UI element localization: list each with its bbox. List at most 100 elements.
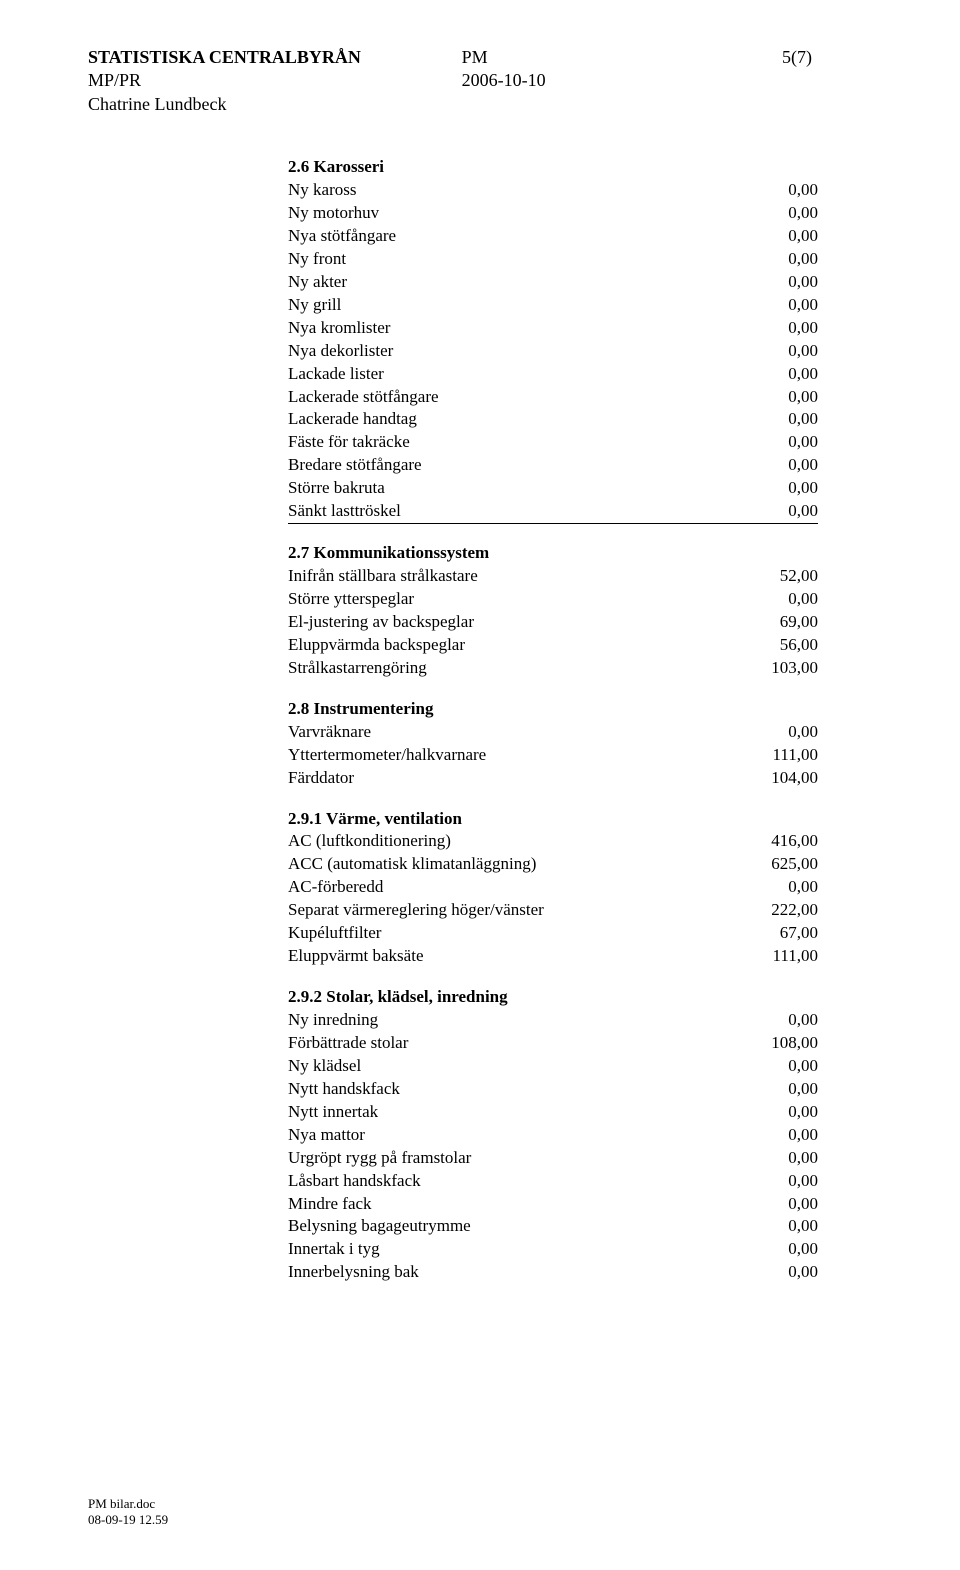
row-label: Kupéluftfilter	[288, 922, 670, 945]
document-header: STATISTISKA CENTRALBYRÅN MP/PR Chatrine …	[88, 46, 872, 116]
row-value: 222,00	[670, 899, 818, 922]
row-label: ACC (automatisk klimatanläggning)	[288, 853, 670, 876]
org-name: STATISTISKA CENTRALBYRÅN	[88, 46, 402, 69]
table-row: Nya mattor0,00	[288, 1124, 818, 1147]
row-label: Fäste för takräcke	[288, 431, 670, 454]
table-row: Ny kaross0,00	[288, 179, 818, 202]
row-label: Yttertermometer/halkvarnare	[288, 744, 670, 767]
row-label: Mindre fack	[288, 1193, 670, 1216]
table-row: Nytt innertak0,00	[288, 1101, 818, 1124]
row-label: Större ytterspeglar	[288, 588, 670, 611]
row-label: Varvräknare	[288, 721, 670, 744]
table-row: Eluppvärmt baksäte111,00	[288, 945, 818, 968]
row-value: 0,00	[670, 588, 818, 611]
header-right: 5(7)	[637, 46, 872, 116]
table-row: Strålkastarrengöring103,00	[288, 657, 818, 680]
footer-timestamp: 08-09-19 12.59	[88, 1512, 168, 1528]
section-title: 2.7 Kommunikationssystem	[288, 542, 818, 565]
row-value: 0,00	[670, 1193, 818, 1216]
row-value: 0,00	[670, 1009, 818, 1032]
row-value: 0,00	[670, 1101, 818, 1124]
table-row: El-justering av backspeglar69,00	[288, 611, 818, 634]
row-label: Ny kaross	[288, 179, 670, 202]
row-label: AC (luftkonditionering)	[288, 830, 670, 853]
section-title: 2.8 Instrumentering	[288, 698, 818, 721]
row-value: 111,00	[670, 945, 818, 968]
row-value: 52,00	[670, 565, 818, 588]
row-value: 0,00	[670, 363, 818, 386]
row-label: Urgröpt rygg på framstolar	[288, 1147, 670, 1170]
data-table: Ny kaross0,00Ny motorhuv0,00Nya stötfång…	[288, 179, 818, 524]
row-label: Lackerade stötfångare	[288, 386, 670, 409]
row-value: 0,00	[670, 1215, 818, 1238]
dept-name: MP/PR	[88, 69, 402, 92]
table-row: Varvräknare0,00	[288, 721, 818, 744]
row-value: 0,00	[670, 317, 818, 340]
row-value: 111,00	[670, 744, 818, 767]
footer-filename: PM bilar.doc	[88, 1496, 168, 1512]
row-label: Ny motorhuv	[288, 202, 670, 225]
document-footer: PM bilar.doc 08-09-19 12.59	[88, 1496, 168, 1529]
row-value: 0,00	[670, 386, 818, 409]
doc-date: 2006-10-10	[462, 69, 637, 92]
row-label: Eluppvärmda backspeglar	[288, 634, 670, 657]
row-label: El-justering av backspeglar	[288, 611, 670, 634]
row-value: 0,00	[670, 202, 818, 225]
row-label: Belysning bagageutrymme	[288, 1215, 670, 1238]
row-value: 416,00	[670, 830, 818, 853]
row-value: 103,00	[670, 657, 818, 680]
row-label: Sänkt lasttröskel	[288, 500, 670, 523]
table-row: AC (luftkonditionering)416,00	[288, 830, 818, 853]
table-row: Eluppvärmda backspeglar56,00	[288, 634, 818, 657]
row-value: 0,00	[670, 294, 818, 317]
table-row: Innerbelysning bak0,00	[288, 1261, 818, 1284]
table-row: Fäste för takräcke0,00	[288, 431, 818, 454]
table-row: Bredare stötfångare0,00	[288, 454, 818, 477]
row-label: Förbättrade stolar	[288, 1032, 670, 1055]
row-value: 67,00	[670, 922, 818, 945]
row-label: Nya dekorlister	[288, 340, 670, 363]
row-value: 0,00	[670, 225, 818, 248]
row-label: Färddator	[288, 767, 670, 790]
row-label: Separat värmereglering höger/vänster	[288, 899, 670, 922]
row-label: AC-förberedd	[288, 876, 670, 899]
header-left: STATISTISKA CENTRALBYRÅN MP/PR Chatrine …	[88, 46, 402, 116]
table-row: Ny inredning0,00	[288, 1009, 818, 1032]
row-value: 104,00	[670, 767, 818, 790]
table-row: Lackerade handtag0,00	[288, 408, 818, 431]
row-value: 0,00	[670, 1147, 818, 1170]
row-value: 625,00	[670, 853, 818, 876]
data-table: Varvräknare0,00Yttertermometer/halkvarna…	[288, 721, 818, 790]
table-row: Innertak i tyg0,00	[288, 1238, 818, 1261]
row-value: 0,00	[670, 1170, 818, 1193]
row-value: 0,00	[670, 1055, 818, 1078]
row-label: Nya kromlister	[288, 317, 670, 340]
section-title: 2.9.2 Stolar, klädsel, inredning	[288, 986, 818, 1009]
row-value: 0,00	[670, 1238, 818, 1261]
row-label: Eluppvärmt baksäte	[288, 945, 670, 968]
table-row: ACC (automatisk klimatanläggning)625,00	[288, 853, 818, 876]
table-row: Sänkt lasttröskel0,00	[288, 500, 818, 523]
table-row: Ny grill0,00	[288, 294, 818, 317]
row-label: Strålkastarrengöring	[288, 657, 670, 680]
section-title: 2.9.1 Värme, ventilation	[288, 808, 818, 831]
row-value: 0,00	[670, 340, 818, 363]
table-row: Mindre fack0,00	[288, 1193, 818, 1216]
row-label: Nya mattor	[288, 1124, 670, 1147]
table-row: Lackade lister0,00	[288, 363, 818, 386]
row-value: 0,00	[670, 248, 818, 271]
row-label: Lackerade handtag	[288, 408, 670, 431]
table-row: Yttertermometer/halkvarnare111,00	[288, 744, 818, 767]
data-table: Ny inredning0,00Förbättrade stolar108,00…	[288, 1009, 818, 1284]
page-number: 5(7)	[637, 46, 812, 69]
row-label: Nytt innertak	[288, 1101, 670, 1124]
row-value: 0,00	[670, 1261, 818, 1284]
row-value: 0,00	[670, 500, 818, 523]
row-label: Bredare stötfångare	[288, 454, 670, 477]
table-row: Större ytterspeglar0,00	[288, 588, 818, 611]
row-value: 0,00	[670, 271, 818, 294]
table-row: Lackerade stötfångare0,00	[288, 386, 818, 409]
row-value: 0,00	[670, 408, 818, 431]
doc-type: PM	[462, 46, 637, 69]
table-row: AC-förberedd0,00	[288, 876, 818, 899]
